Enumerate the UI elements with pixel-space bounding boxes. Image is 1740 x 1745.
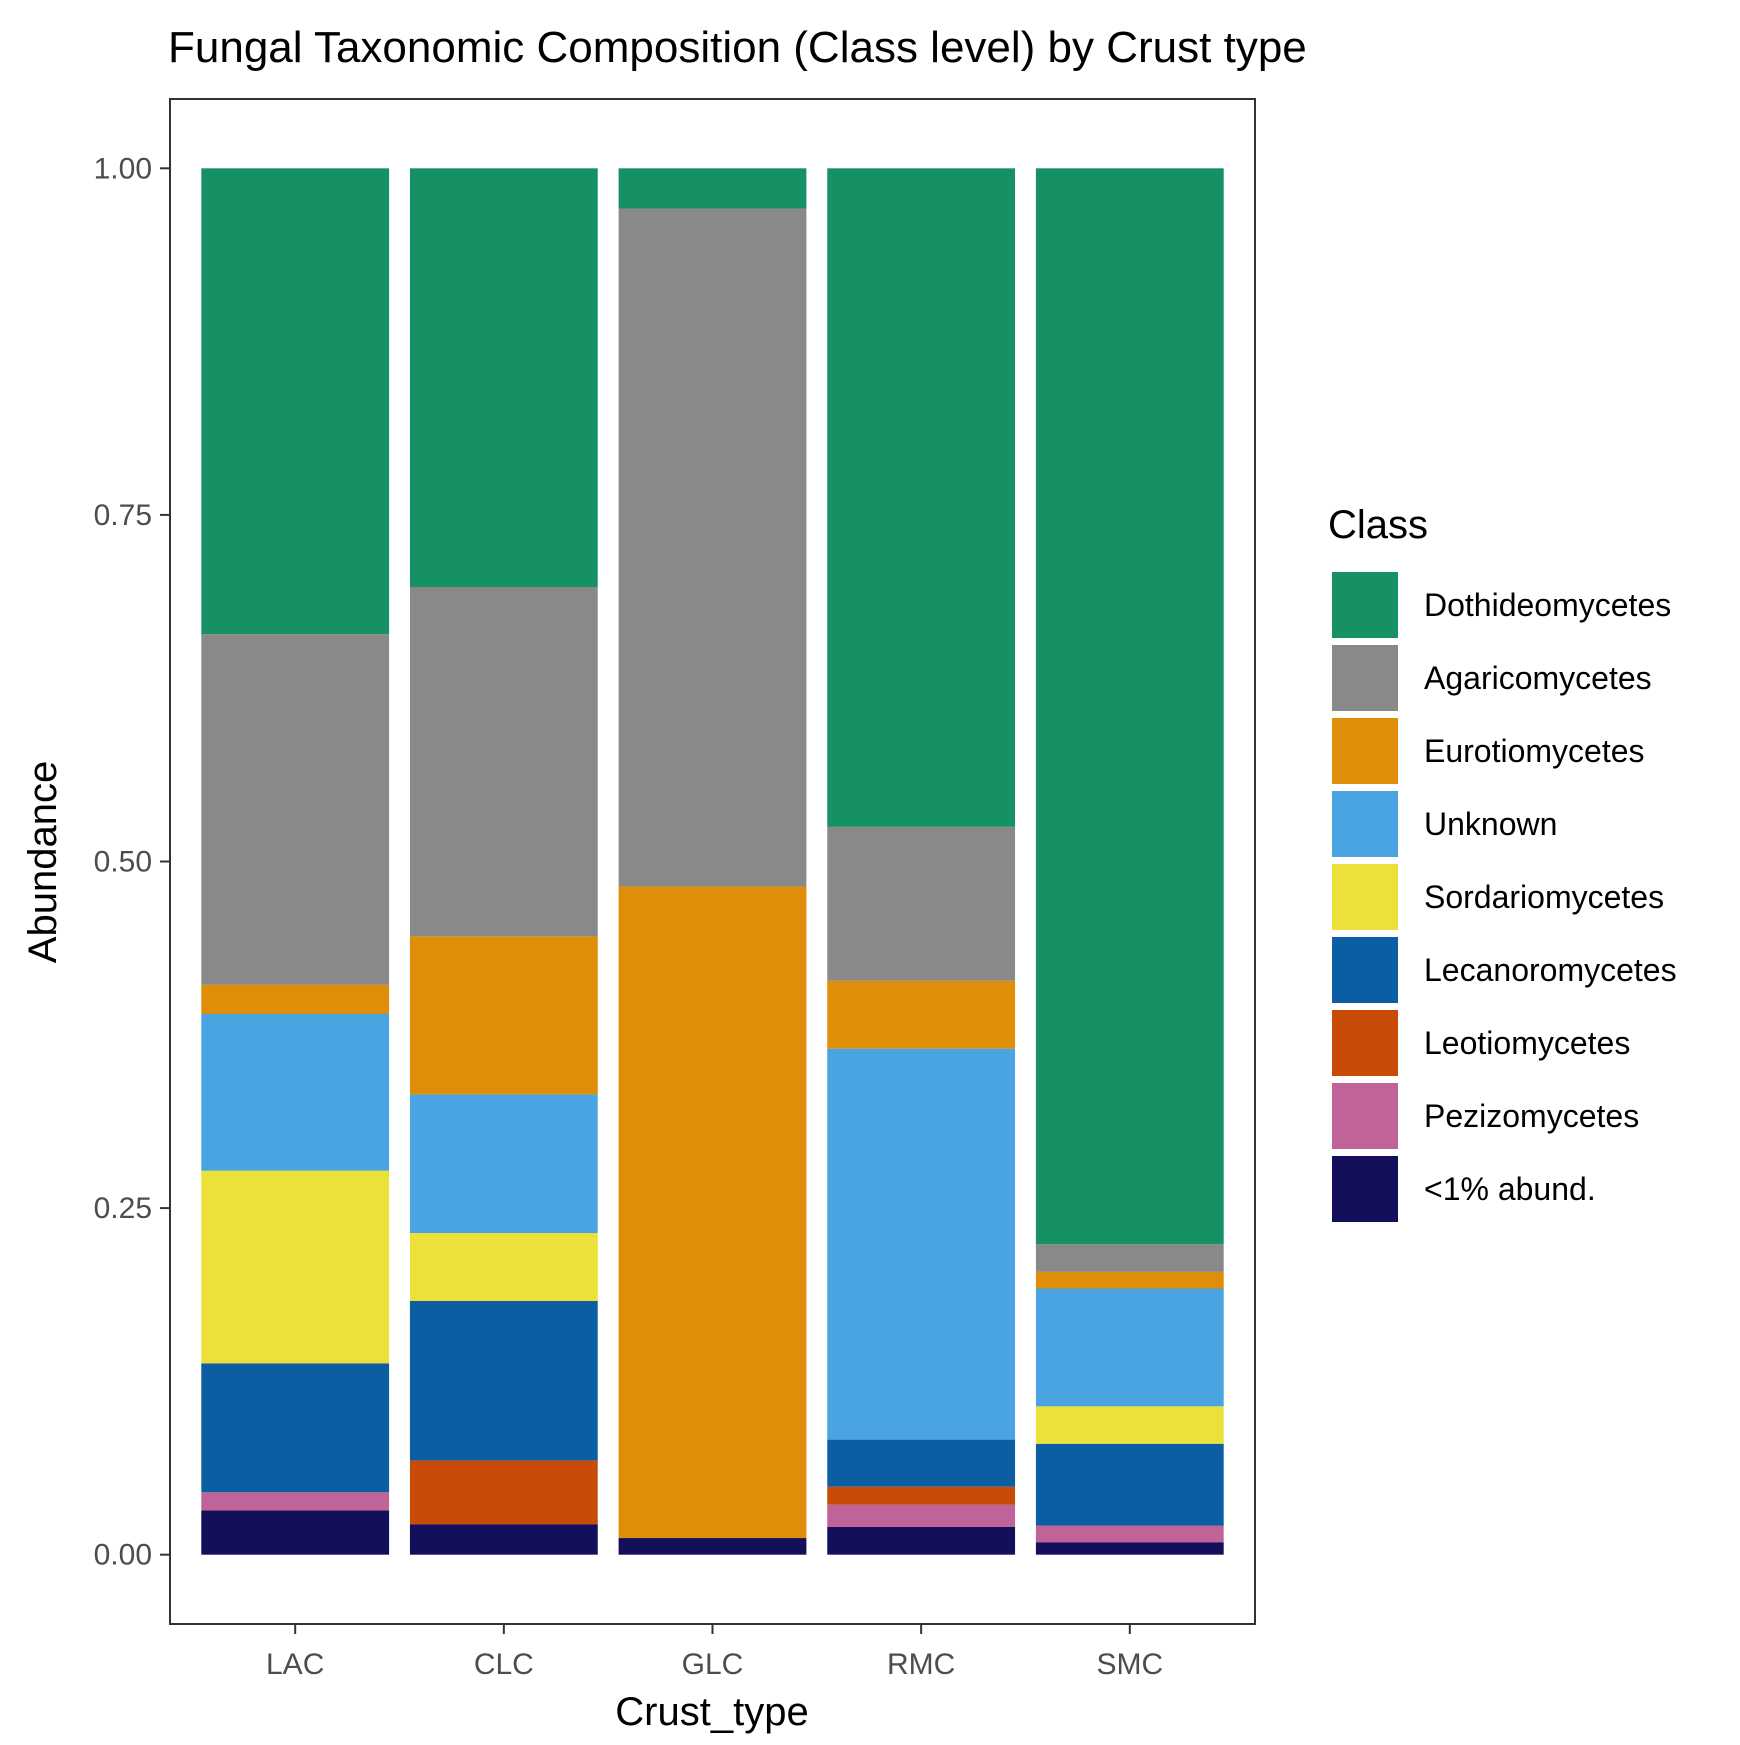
bar-rmc-agaricomycetes <box>827 826 1016 981</box>
bar-glc-agaricomycetes <box>618 208 807 887</box>
bar-lac-unknown <box>201 1014 390 1171</box>
legend-swatch-dothideomycetes <box>1332 572 1398 638</box>
legend-swatch-sordariomycetes <box>1332 864 1398 930</box>
bar-clc-unknown <box>409 1094 598 1234</box>
bar-rmc-leotiomycetes <box>827 1486 1016 1505</box>
legend-swatch-lecanoromycetes <box>1332 937 1398 1003</box>
bar-smc-eurotiomycetes <box>1035 1271 1224 1289</box>
legend-label-agaricomycetes: Agaricomycetes <box>1424 660 1652 696</box>
bar-clc-lecanoromycetes <box>409 1300 598 1461</box>
bar-clc-sordariomycetes <box>409 1233 598 1301</box>
x-tick-label-rmc: RMC <box>887 1648 955 1681</box>
bar-smc-dothideomycetes <box>1035 168 1224 1245</box>
y-axis: 0.00 0.25 0.50 0.75 1.00 <box>94 152 170 1572</box>
legend-label-dothideomycetes: Dothideomycetes <box>1424 587 1671 623</box>
bar-smc-agaricomycetes <box>1035 1244 1224 1272</box>
bar-clc-eurotiomycetes <box>409 936 598 1095</box>
x-axis-title: Crust_type <box>615 1690 808 1734</box>
bar-smc-pezizomycetes <box>1035 1525 1224 1543</box>
bar-rmc-dothideomycetes <box>827 168 1016 827</box>
bar-rmc-eurotiomycetes <box>827 980 1016 1049</box>
bar-clc-1-abund <box>409 1524 598 1555</box>
bar-rmc-lecanoromycetes <box>827 1439 1016 1487</box>
bar-lac-lecanoromycetes <box>201 1363 390 1493</box>
bar-lac-eurotiomycetes <box>201 984 390 1014</box>
legend-label-pezizomycetes: Pezizomycetes <box>1424 1098 1639 1134</box>
bar-smc-1-abund <box>1035 1542 1224 1555</box>
bar-clc-leotiomycetes <box>409 1460 598 1525</box>
bar-rmc-1-abund <box>827 1526 1016 1555</box>
bar-lac-sordariomycetes <box>201 1170 390 1364</box>
bar-smc-sordariomycetes <box>1035 1406 1224 1444</box>
bar-glc-eurotiomycetes <box>618 886 807 1539</box>
legend-swatch-pezizomycetes <box>1332 1083 1398 1149</box>
y-tick-label: 1.00 <box>94 152 152 185</box>
y-tick-label: 0.00 <box>94 1539 152 1572</box>
legend-label-leotiomycetes: Leotiomycetes <box>1424 1025 1630 1061</box>
legend-label-lecanoromycetes: Lecanoromycetes <box>1424 952 1677 988</box>
legend-label-eurotiomycetes: Eurotiomycetes <box>1424 733 1645 769</box>
legend-swatch-unknown <box>1332 791 1398 857</box>
legend-title: Class <box>1328 503 1428 547</box>
bar-smc-unknown <box>1035 1288 1224 1407</box>
bar-rmc-unknown <box>827 1048 1016 1440</box>
x-axis: LAC CLC GLC RMC SMC <box>266 1624 1163 1681</box>
bar-glc-dothideomycetes <box>618 168 807 209</box>
x-tick-label-clc: CLC <box>474 1648 534 1681</box>
legend: Class Dothideomycetes Agaricomycetes Eurot… <box>1328 503 1677 1222</box>
bar-lac-1-abund <box>201 1510 390 1555</box>
chart-title: Fungal Taxonomic Composition (Class leve… <box>168 23 1307 72</box>
legend-swatch-leotiomycetes <box>1332 1010 1398 1076</box>
bar-rmc-pezizomycetes <box>827 1504 1016 1527</box>
bar-smc-lecanoromycetes <box>1035 1443 1224 1526</box>
y-tick-label: 0.50 <box>94 846 152 879</box>
x-tick-label-glc: GLC <box>682 1648 744 1681</box>
bar-clc-agaricomycetes <box>409 587 598 937</box>
bar-glc-1-abund <box>618 1538 807 1555</box>
bar-lac-pezizomycetes <box>201 1492 390 1511</box>
y-tick-label: 0.75 <box>94 499 152 532</box>
y-axis-title: Abundance <box>21 761 65 963</box>
legend-swatch-1-abund <box>1332 1156 1398 1222</box>
legend-label-unknown: Unknown <box>1424 806 1557 842</box>
bars-layer <box>201 168 1224 1555</box>
legend-label-1-abund: <1% abund. <box>1424 1171 1596 1207</box>
legend-label-sordariomycetes: Sordariomycetes <box>1424 879 1664 915</box>
bar-lac-dothideomycetes <box>201 168 390 635</box>
x-tick-label-smc: SMC <box>1096 1648 1163 1681</box>
y-tick-label: 0.25 <box>94 1192 152 1225</box>
legend-swatch-eurotiomycetes <box>1332 718 1398 784</box>
bar-lac-agaricomycetes <box>201 634 390 985</box>
bar-clc-dothideomycetes <box>409 168 598 587</box>
x-tick-label-lac: LAC <box>266 1648 324 1681</box>
legend-swatch-agaricomycetes <box>1332 645 1398 711</box>
